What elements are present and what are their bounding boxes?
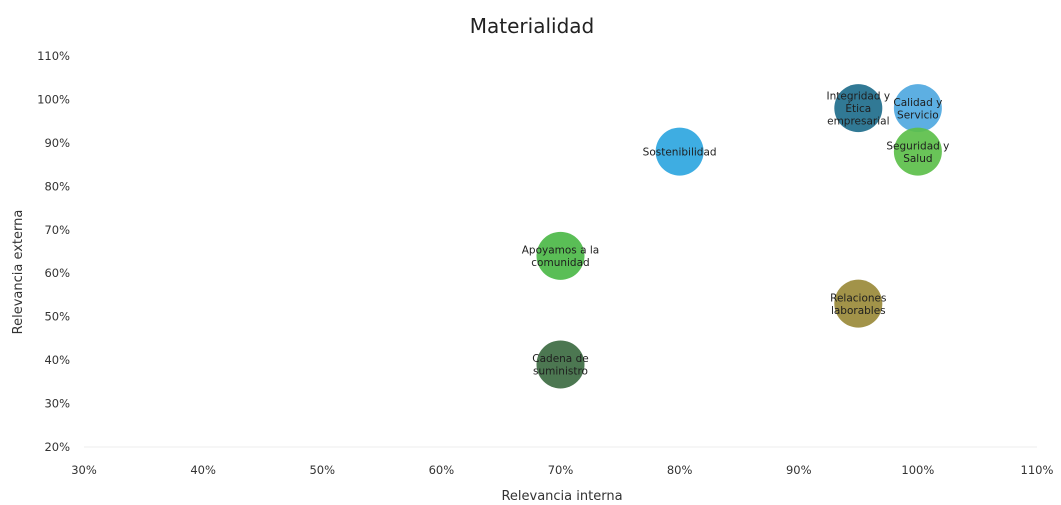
y-tick-label: 40% xyxy=(44,353,70,367)
y-tick-label: 70% xyxy=(44,223,70,237)
y-axis-label: Relevancia externa xyxy=(11,210,26,335)
x-axis-ticks: 30% 40% 50% 60% 70% 80% 90% 100% 110% xyxy=(71,463,1053,477)
x-tick-label: 100% xyxy=(901,463,934,477)
bubble xyxy=(655,127,704,176)
data-point: Seguridad y Salud xyxy=(886,127,949,176)
y-tick-label: 20% xyxy=(44,440,70,454)
bubble-label: Cadena de suministro xyxy=(532,353,588,378)
y-tick-label: 110% xyxy=(37,49,70,63)
bubble-label: Calidad y Servicio xyxy=(893,97,942,122)
y-tick-label: 30% xyxy=(44,397,70,411)
x-axis-label: Relevancia interna xyxy=(501,489,622,504)
bubble xyxy=(536,340,585,389)
y-axis-ticks: 20% 30% 40% 50% 60% 70% 80% 90% 100% 110% xyxy=(37,49,70,454)
bubble xyxy=(893,84,942,133)
chart-title: Materialidad xyxy=(470,14,594,38)
y-tick-label: 50% xyxy=(44,310,70,324)
x-tick-label: 70% xyxy=(548,463,574,477)
y-tick-label: 100% xyxy=(37,92,70,106)
bubble xyxy=(893,127,942,176)
bubble-label: Sostenibilidad xyxy=(643,147,717,159)
data-point: Apoyamos a la comunidad xyxy=(522,231,600,280)
x-tick-label: 30% xyxy=(71,463,97,477)
data-point: Calidad y Servicio xyxy=(893,84,942,133)
bubble-label: Seguridad y Salud xyxy=(886,140,949,165)
bubble-label: Integridad y Ética empresarial xyxy=(827,91,891,128)
x-tick-label: 40% xyxy=(190,463,216,477)
data-point: Relaciones laborables xyxy=(830,279,886,328)
data-point: Cadena de suministro xyxy=(532,340,589,389)
x-tick-label: 90% xyxy=(786,463,812,477)
y-tick-label: 80% xyxy=(44,179,70,193)
y-tick-label: 60% xyxy=(44,266,70,280)
x-tick-label: 60% xyxy=(429,463,455,477)
bubble-label: Relaciones laborables xyxy=(830,292,886,317)
data-point: Sostenibilidad xyxy=(643,127,717,176)
y-tick-label: 90% xyxy=(44,136,70,150)
bubble xyxy=(834,84,883,133)
bubble xyxy=(834,279,883,328)
x-tick-label: 110% xyxy=(1021,463,1054,477)
x-tick-label: 80% xyxy=(667,463,693,477)
data-point: Integridad y Ética empresarial xyxy=(827,84,891,133)
bubble-label: Apoyamos a la comunidad xyxy=(522,245,600,270)
bubble xyxy=(536,231,585,280)
x-tick-label: 50% xyxy=(309,463,335,477)
